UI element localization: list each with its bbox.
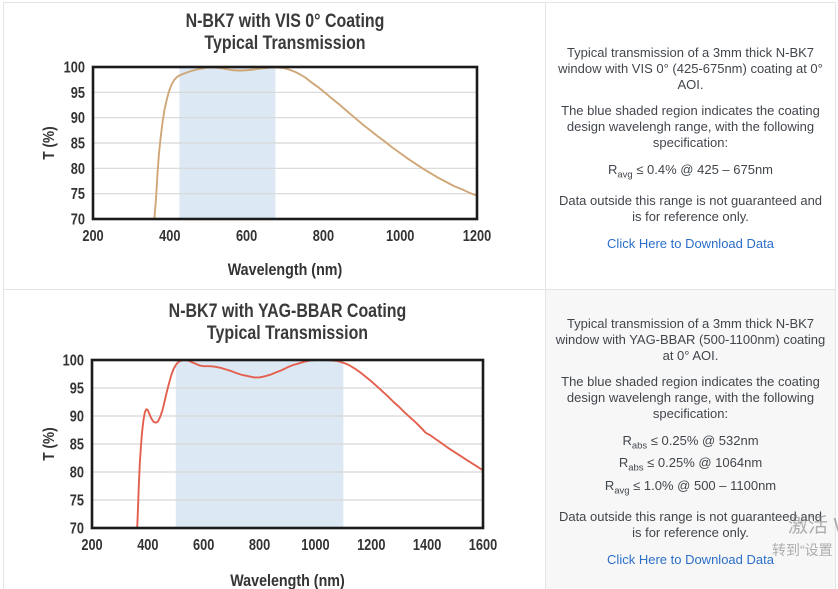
svg-text:100: 100 <box>63 352 84 370</box>
column-divider <box>545 2 546 589</box>
panel-paragraph: The blue shaded region indicates the coa… <box>561 373 820 421</box>
svg-text:400: 400 <box>137 537 158 555</box>
yag-chart-subtitle: Typical Transmission <box>206 323 369 344</box>
panel-paragraph: Typical transmission of a 3mm thick N-BK… <box>558 44 823 92</box>
svg-text:800: 800 <box>313 228 334 246</box>
yag-chart-cell: N-BK7 with YAG-BBAR Coating Typical Tran… <box>4 290 545 589</box>
spec-line: Ravg ≤ 1.0% @ 500 – 1100nm <box>604 477 777 497</box>
svg-text:70: 70 <box>70 520 84 538</box>
yag-chart-y-axis-label: T (%) <box>41 427 58 461</box>
svg-text:600: 600 <box>193 537 214 555</box>
vis-chart-cell: N-BK7 with VIS 0° Coating Typical Transm… <box>4 3 545 289</box>
svg-text:80: 80 <box>71 161 85 179</box>
svg-text:100: 100 <box>64 59 85 77</box>
vis-transmission-chart: 70 75 80 85 90 95 100 200 400 600 800 1000 1200 <box>64 59 492 246</box>
spec-line: Rabs ≤ 0.25% @ 532nm <box>622 432 759 452</box>
svg-text:70: 70 <box>71 211 85 229</box>
svg-text:400: 400 <box>159 228 180 246</box>
vis-chart-title: N-BK7 with VIS 0° Coating <box>185 11 385 32</box>
spec-line: Ravg ≤ 0.4% @ 425 – 675nm <box>607 161 774 181</box>
svg-text:75: 75 <box>70 492 84 510</box>
panel-paragraph: Data outside this range is not guarantee… <box>558 509 823 541</box>
svg-text:1200: 1200 <box>357 537 385 555</box>
svg-text:800: 800 <box>249 537 270 555</box>
svg-text:95: 95 <box>71 85 85 103</box>
spec-list: Ravg ≤ 0.4% @ 425 – 675nm <box>608 161 773 184</box>
panel-paragraph: Data outside this range is not guarantee… <box>558 193 823 225</box>
svg-text:1000: 1000 <box>301 537 329 555</box>
download-data-link[interactable]: Click Here to Download Data <box>607 236 774 252</box>
yag-chart-title: N-BK7 with YAG-BBAR Coating <box>168 301 407 322</box>
yag-chart-titles: N-BK7 with YAG-BBAR Coating Typical Tran… <box>123 301 451 345</box>
svg-text:1200: 1200 <box>463 228 491 246</box>
svg-text:200: 200 <box>82 228 103 246</box>
svg-text:85: 85 <box>70 436 84 454</box>
panel-paragraph: Typical transmission of a 3mm thick N-BK… <box>555 315 826 363</box>
svg-text:95: 95 <box>70 380 84 398</box>
svg-text:90: 90 <box>70 408 84 426</box>
yag-transmission-chart: 70 75 80 85 90 95 100 200 400 600 800 1000 1200 1400 1… <box>63 352 498 555</box>
svg-text:80: 80 <box>70 464 84 482</box>
spec-list: Rabs ≤ 0.25% @ 532nm Rabs ≤ 0.25% @ 1064… <box>605 432 776 500</box>
yag-description-panel: Typical transmission of a 3mm thick N-BK… <box>546 290 835 589</box>
svg-text:75: 75 <box>71 186 85 204</box>
spec-line: Rabs ≤ 0.25% @ 1064nm <box>618 455 763 474</box>
svg-text:1000: 1000 <box>386 228 414 246</box>
vis-chart-y-axis-label: T (%) <box>41 126 58 160</box>
svg-text:600: 600 <box>236 228 257 246</box>
vis-chart-titles: N-BK7 with VIS 0° Coating Typical Transm… <box>124 11 447 55</box>
svg-text:1600: 1600 <box>469 537 497 555</box>
yag-chart-x-axis-label: Wavelength (nm) <box>230 571 345 589</box>
svg-text:200: 200 <box>81 537 102 555</box>
download-data-link[interactable]: Click Here to Download Data <box>607 552 774 568</box>
vis-chart-x-axis-label: Wavelength (nm) <box>227 260 343 279</box>
vis-chart-subtitle: Typical Transmission <box>204 33 366 54</box>
svg-text:1400: 1400 <box>413 537 441 555</box>
row-divider <box>3 289 836 290</box>
vis-description-panel: Typical transmission of a 3mm thick N-BK… <box>546 3 835 289</box>
svg-text:85: 85 <box>71 135 85 153</box>
svg-text:90: 90 <box>71 110 85 128</box>
panel-paragraph: The blue shaded region indicates the coa… <box>561 102 820 150</box>
